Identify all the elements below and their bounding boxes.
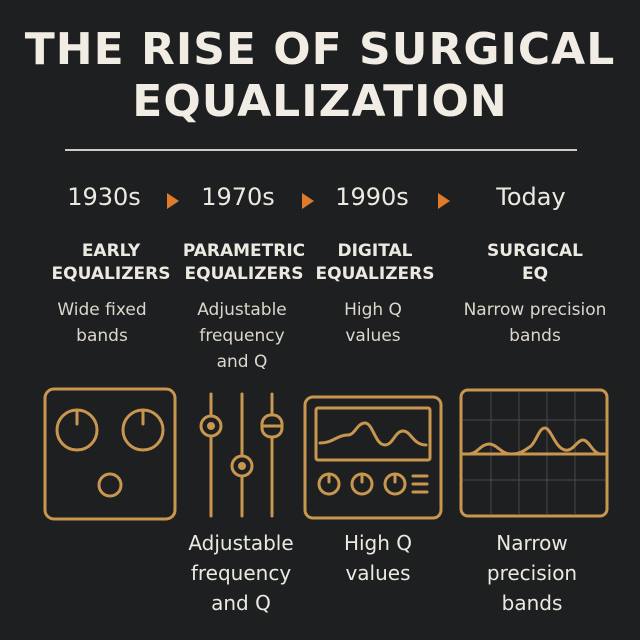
page-title: THE RISE OF SURGICAL EQUALIZATION	[0, 24, 640, 128]
caption-surgical: Narrow precision bands	[457, 528, 607, 618]
stage-name-surgical: SURGICAL EQ	[465, 240, 605, 286]
stage-desc-parametric: Adjustable frequency and Q	[167, 297, 317, 375]
stage-desc-digital: High Q values	[298, 297, 448, 349]
era-1970s: 1970s	[201, 183, 275, 211]
knob-panel-icon	[43, 387, 177, 521]
caption-line: bands	[501, 591, 563, 615]
caption-line: and Q	[211, 591, 271, 615]
desc-line: Wide fixed	[57, 300, 147, 320]
stage-name-line: EQUALIZERS	[184, 264, 304, 284]
digital-eq-display-icon	[303, 395, 443, 520]
stage-name-early: EARLY EQUALIZERS	[41, 240, 181, 286]
fader-sliders-icon	[199, 392, 284, 518]
caption-line: Adjustable	[188, 531, 294, 555]
desc-line: Narrow precision	[463, 300, 607, 320]
caption-digital: High Q values	[303, 528, 453, 588]
title-line-2: EQUALIZATION	[132, 76, 508, 127]
stage-name-line: EQUALIZERS	[315, 264, 435, 284]
stage-name-line: SURGICAL	[487, 241, 583, 261]
caption-parametric: Adjustable frequency and Q	[166, 528, 316, 618]
stage-desc-early: Wide fixed bands	[27, 297, 177, 349]
arrow-icon	[167, 193, 179, 209]
caption-line: frequency	[190, 561, 292, 585]
era-1990s: 1990s	[335, 183, 409, 211]
stage-name-line: EARLY	[81, 241, 141, 261]
stage-name-parametric: PARAMETRIC EQUALIZERS	[174, 240, 314, 286]
caption-line: precision	[486, 561, 578, 585]
desc-line: bands	[509, 326, 561, 346]
desc-line: and Q	[216, 352, 268, 372]
era-1930s: 1930s	[67, 183, 141, 211]
caption-line: Narrow	[496, 531, 568, 555]
spectrum-curve-icon	[459, 388, 609, 518]
stage-name-line: DIGITAL	[337, 241, 413, 261]
stage-name-line: EQ	[521, 264, 549, 284]
arrow-icon	[302, 193, 314, 209]
era-today: Today	[496, 183, 566, 211]
stage-desc-surgical: Narrow precision bands	[460, 297, 610, 349]
desc-line: frequency	[199, 326, 285, 346]
arrow-icon	[438, 193, 450, 209]
caption-line: values	[345, 561, 411, 585]
stage-name-line: EQUALIZERS	[51, 264, 171, 284]
stage-name-digital: DIGITAL EQUALIZERS	[305, 240, 445, 286]
title-line-1: THE RISE OF SURGICAL	[24, 24, 616, 75]
caption-line: High Q	[343, 531, 413, 555]
desc-line: Adjustable	[197, 300, 287, 320]
stage-name-line: PARAMETRIC	[182, 241, 306, 261]
desc-line: bands	[76, 326, 128, 346]
desc-line: values	[345, 326, 401, 346]
desc-line: High Q	[344, 300, 402, 320]
title-divider	[65, 149, 577, 151]
